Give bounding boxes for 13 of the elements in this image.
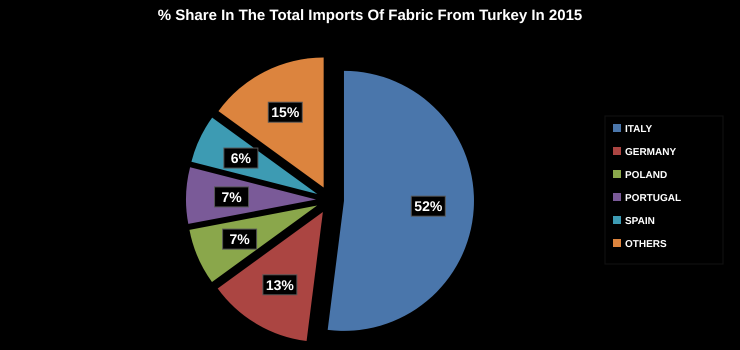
data-label: 7%	[229, 231, 250, 248]
data-label: 7%	[221, 188, 242, 205]
legend-label: SPAIN	[625, 216, 655, 227]
data-label: 6%	[230, 150, 252, 166]
legend-label: OTHERS	[625, 239, 667, 250]
legend-label: PORTUGAL	[625, 193, 682, 204]
legend-label: POLAND	[625, 170, 668, 181]
legend-label: ITALY	[625, 124, 653, 135]
data-label: 52%	[414, 198, 443, 214]
data-label: 15%	[271, 104, 300, 120]
legend-label: GERMANY	[625, 147, 676, 158]
chart-title: % Share In The Total Imports Of Fabric From Turkey In 2015	[158, 7, 582, 24]
data-label: 13%	[266, 276, 294, 293]
